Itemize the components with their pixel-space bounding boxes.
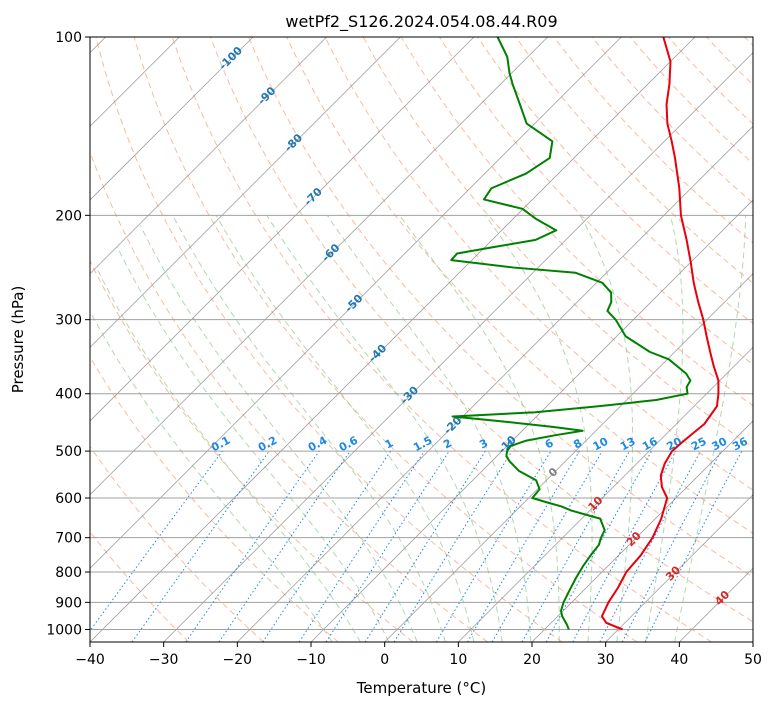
moist-adiabat	[674, 215, 747, 642]
mixing-ratio-label: 16	[640, 435, 660, 454]
isotherm-line	[90, 37, 696, 642]
dry-adiabat	[90, 259, 414, 642]
moist-adiabat	[139, 225, 418, 642]
plot-area	[90, 37, 753, 642]
moist-adiabat	[96, 268, 361, 642]
dry-adiabat	[248, 37, 753, 578]
moist-adiabat	[172, 215, 446, 642]
isotherm-line	[90, 37, 327, 275]
x-tick-label: 0	[380, 652, 389, 668]
mixing-ratio-line	[644, 450, 743, 642]
x-tick-label: 20	[523, 652, 541, 668]
temperature-profile-line	[600, 37, 720, 631]
isotherm-line	[310, 199, 753, 642]
x-tick-label: 10	[449, 652, 467, 668]
dry-adiabat	[90, 445, 264, 642]
x-axis-title: Temperature (°C)	[356, 679, 486, 697]
y-tick-label: 900	[55, 595, 82, 611]
dry-adiabat	[286, 37, 753, 534]
chart-title: wetPf2_S126.2024.054.08.44.R09	[285, 12, 557, 32]
mixing-ratio-label: 10	[591, 435, 611, 454]
x-axis-ticks: −40 −30 −20 −10 0 10 20 30 40 50	[75, 642, 762, 668]
moist-adiabat	[215, 215, 475, 642]
x-tick-label: −20	[223, 652, 253, 668]
mixing-ratio-line	[572, 450, 677, 642]
x-tick-label: −30	[149, 652, 179, 668]
profiles	[450, 37, 720, 631]
moist-adiabat	[645, 215, 684, 642]
y-tick-label: 800	[55, 565, 82, 581]
isotherm-line	[90, 37, 401, 348]
x-tick-label: 50	[744, 652, 762, 668]
isotherm-line	[163, 52, 753, 642]
isotherm-line	[90, 37, 622, 569]
isotherm-line	[237, 125, 753, 642]
mixing-ratio-label: 25	[689, 435, 709, 454]
y-tick-label: 200	[55, 208, 82, 224]
y-tick-label: 300	[55, 313, 82, 329]
mixing-ratio-line	[262, 450, 392, 642]
y-axis-title: Pressure (hPa)	[9, 286, 27, 394]
moist-adiabat	[90, 310, 333, 642]
plot-frame	[89, 36, 754, 643]
y-tick-label: 500	[55, 444, 82, 460]
dry-adiabat	[133, 37, 638, 642]
mixing-ratio-line	[218, 450, 351, 642]
y-tick-label: 600	[55, 491, 82, 507]
moist-adiabat	[326, 215, 532, 642]
mixing-ratio-line	[325, 450, 450, 642]
isotherm-line	[384, 273, 753, 642]
isotherm-line	[90, 37, 475, 422]
y-tick-label: 1000	[46, 622, 82, 638]
mixing-ratio-line	[521, 450, 630, 642]
mixing-ratio-line	[185, 450, 320, 642]
isotherm-line	[90, 37, 548, 496]
dry-adiabat	[324, 37, 753, 491]
y-axis-ticks: 100 200 300 400 500 600 700 800 900 1000	[46, 30, 90, 638]
dewpoint-profile-line	[450, 37, 692, 630]
x-tick-label: 40	[670, 652, 688, 668]
dry-adiabat	[210, 37, 753, 623]
mixing-ratio-line	[298, 450, 425, 642]
background-lines	[90, 37, 753, 642]
isotherm-line	[90, 37, 254, 201]
x-tick-label: −40	[75, 652, 105, 668]
moist-adiabat	[266, 215, 503, 642]
x-tick-label: −10	[296, 652, 326, 668]
mixing-ratio-label: 30	[710, 435, 730, 454]
isotherm-line	[531, 420, 753, 642]
mixing-ratio-line	[90, 450, 223, 632]
mixing-ratio-label: 20	[664, 435, 684, 454]
isotherm-line	[458, 346, 753, 642]
mixing-ratio-line	[131, 450, 270, 642]
isotherm-line	[605, 494, 753, 642]
moist-adiabat	[399, 215, 560, 642]
mixing-ratio-label: 13	[618, 435, 638, 454]
moist-adiabat	[579, 215, 634, 642]
dry-adiabat	[171, 37, 712, 642]
mixing-ratio-label: 36	[730, 435, 750, 454]
moist-adiabat	[116, 246, 390, 642]
dry-adiabat	[515, 37, 753, 284]
x-tick-label: 30	[597, 652, 615, 668]
mixing-ratio-line	[393, 450, 513, 642]
y-tick-label: 700	[55, 531, 82, 547]
y-tick-label: 400	[55, 387, 82, 403]
dry-adiabat	[90, 356, 339, 642]
mixing-ratio-line	[545, 450, 653, 642]
dry-adiabat	[95, 37, 563, 642]
y-tick-label: 100	[55, 30, 82, 46]
